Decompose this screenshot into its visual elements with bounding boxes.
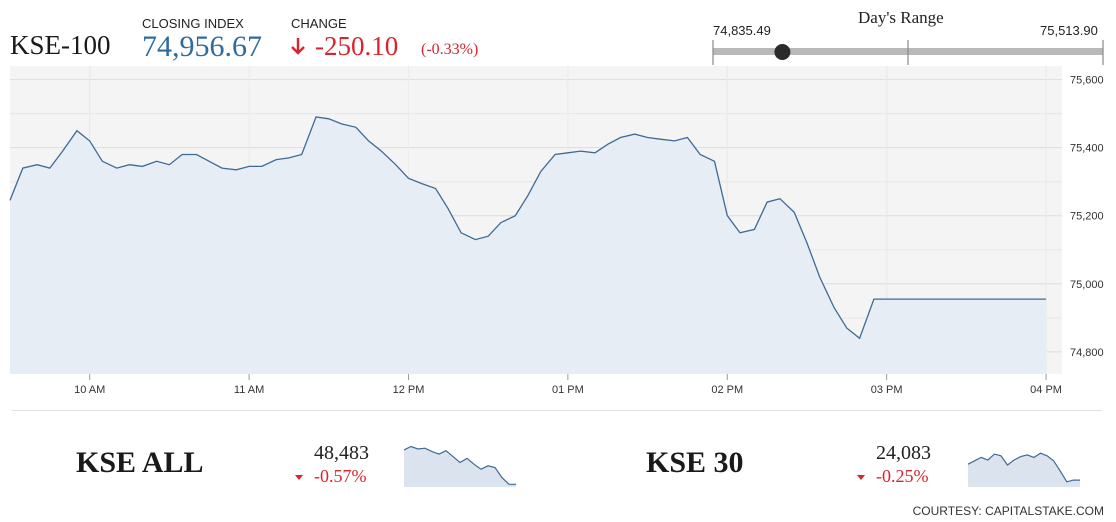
kse-all-change: -0.57% [314,466,367,486]
y-tick-label: 74,800 [1070,347,1104,359]
change-percent: (-0.33%) [421,41,479,58]
section-divider [12,410,1102,411]
kse30-change: -0.25% [876,466,929,486]
kse30-sparkline [968,452,1080,487]
sparkline-line [968,452,1080,483]
kse30-down-icon [857,475,865,480]
down-arrow-icon [291,38,305,55]
sparkline-line [404,445,516,485]
x-tick-label: 01 PM [552,384,584,396]
index-header: KSE-100 CLOSING INDEX 74,956.67 CHANGE -… [0,0,1116,68]
x-tick-label: 03 PM [871,384,903,396]
kse-all-sparkline [404,445,516,487]
kse-all-down-icon [295,475,303,480]
kse30-name: KSE 30 [646,446,744,479]
kse30-value: 24,083 [876,442,931,464]
index-name: KSE-100 [10,30,111,60]
y-tick-label: 75,600 [1070,75,1104,87]
days-range-low: 74,835.49 [713,23,771,38]
x-tick-label: 11 AM [234,384,264,396]
y-tick-labels: 75,600 75,400 75,200 75,000 74,800 [1070,75,1104,359]
change-value: -250.10 [315,31,399,61]
x-tick-label: 10 AM [74,384,105,396]
x-tick-label: 02 PM [711,384,743,396]
y-tick-label: 75,200 [1070,211,1104,223]
closing-index-value: 74,956.67 [142,30,262,63]
y-tick-label: 75,000 [1070,279,1104,291]
days-range-bar [712,40,1104,65]
change-label: CHANGE [291,16,347,31]
courtesy-credit: COURTESY: CAPITALSTAKE.COM [912,504,1104,518]
range-current-marker [774,44,791,60]
kse-all-name: KSE ALL [76,446,204,479]
kse100-intraday-chart: 75,600 75,400 75,200 75,000 74,800 10 AM 11 A… [9,66,1104,396]
sparkline-area [404,446,516,487]
x-tick-label: 12 PM [393,384,425,396]
days-range-title: Day's Range [858,8,944,27]
x-tick-labels: 10 AM 11 AM 12 PM 01 PM 02 PM 03 PM 04 PM [74,374,1062,396]
series-area [10,117,1047,374]
x-tick-label: 04 PM [1030,384,1062,396]
sparkline-area [968,453,1080,487]
y-tick-label: 75,400 [1070,143,1104,155]
series-line [9,116,1047,340]
days-range-high: 75,513.90 [1040,23,1098,38]
closing-index-label: CLOSING INDEX [142,16,244,31]
kse-all-value: 48,483 [314,442,369,464]
